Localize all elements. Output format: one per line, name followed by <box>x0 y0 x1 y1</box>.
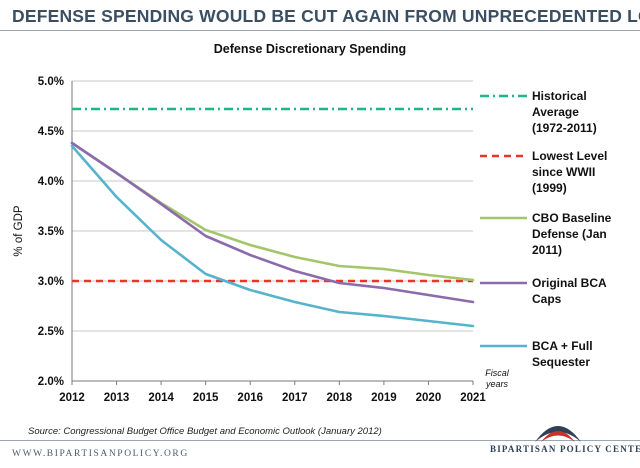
x-tick-label: 2014 <box>148 392 174 404</box>
legend-label: 2011) <box>532 243 562 257</box>
source-note: Source: Congressional Budget Office Budg… <box>28 426 382 437</box>
chart-title: Defense Discretionary Spending <box>213 42 407 56</box>
x-axis-label: Fiscal <box>485 368 510 378</box>
legend-label: BCA + Full <box>532 339 593 353</box>
series-line <box>70 144 475 328</box>
series-line <box>70 141 475 304</box>
legend-label: Lowest Level <box>532 149 607 163</box>
series-lines <box>70 107 475 328</box>
x-tick-label: 2013 <box>104 392 130 404</box>
y-axis-label: % of GDP <box>13 205 25 256</box>
legend-label: Defense (Jan <box>532 227 607 241</box>
x-tick-label: 2017 <box>282 392 308 404</box>
legend-label: Original BCA <box>532 276 607 290</box>
chart: 2.0% 2.5% 3.0% 3.5% 4.0% 4.5% 5.0% 2012 2013 2014… <box>13 76 612 404</box>
legend-label: Caps <box>532 292 562 306</box>
legend-label: since WWII <box>532 165 595 179</box>
footer-rule <box>0 440 640 441</box>
legend-label: Average <box>532 105 579 119</box>
x-tick-label: 2021 <box>460 392 486 404</box>
y-tick-label: 3.0% <box>38 276 64 288</box>
bpc-logo-icon <box>535 426 581 442</box>
legend-label: CBO Baseline <box>532 211 612 225</box>
y-tick-label: 2.0% <box>38 376 64 388</box>
y-tick-label: 3.5% <box>38 226 64 238</box>
x-tick-label: 2018 <box>327 392 353 404</box>
website-link[interactable]: WWW.BIPARTISANPOLICY.ORG <box>12 449 189 459</box>
y-tick-label: 4.5% <box>38 126 64 138</box>
legend-label: Historical <box>532 89 587 103</box>
organization-name: BIPARTISAN POLICY CENTER <box>490 444 640 454</box>
x-tick-label: 2019 <box>371 392 397 404</box>
legend-label: (1999) <box>532 181 567 195</box>
legend: Historical Average (1972-2011) Lowest Level… <box>480 89 612 369</box>
x-tick-label: 2020 <box>416 392 442 404</box>
legend-label: (1972-2011) <box>532 121 597 135</box>
x-axis-label: years <box>485 379 509 389</box>
x-tick-label: 2016 <box>237 392 263 404</box>
y-tick-label: 2.5% <box>38 326 64 338</box>
y-tick-label: 4.0% <box>38 176 64 188</box>
x-tick-label: 2015 <box>193 392 219 404</box>
axes: 2.0% 2.5% 3.0% 3.5% 4.0% 4.5% 5.0% 2012 2013 2014… <box>13 76 510 404</box>
y-tick-label: 5.0% <box>38 76 64 88</box>
legend-label: Sequester <box>532 355 590 369</box>
x-tick-label: 2012 <box>59 392 85 404</box>
headline: DEFENSE SPENDING WOULD BE CUT AGAIN FROM… <box>12 6 640 26</box>
grid-lines <box>72 80 473 382</box>
headline-rule <box>0 30 640 31</box>
